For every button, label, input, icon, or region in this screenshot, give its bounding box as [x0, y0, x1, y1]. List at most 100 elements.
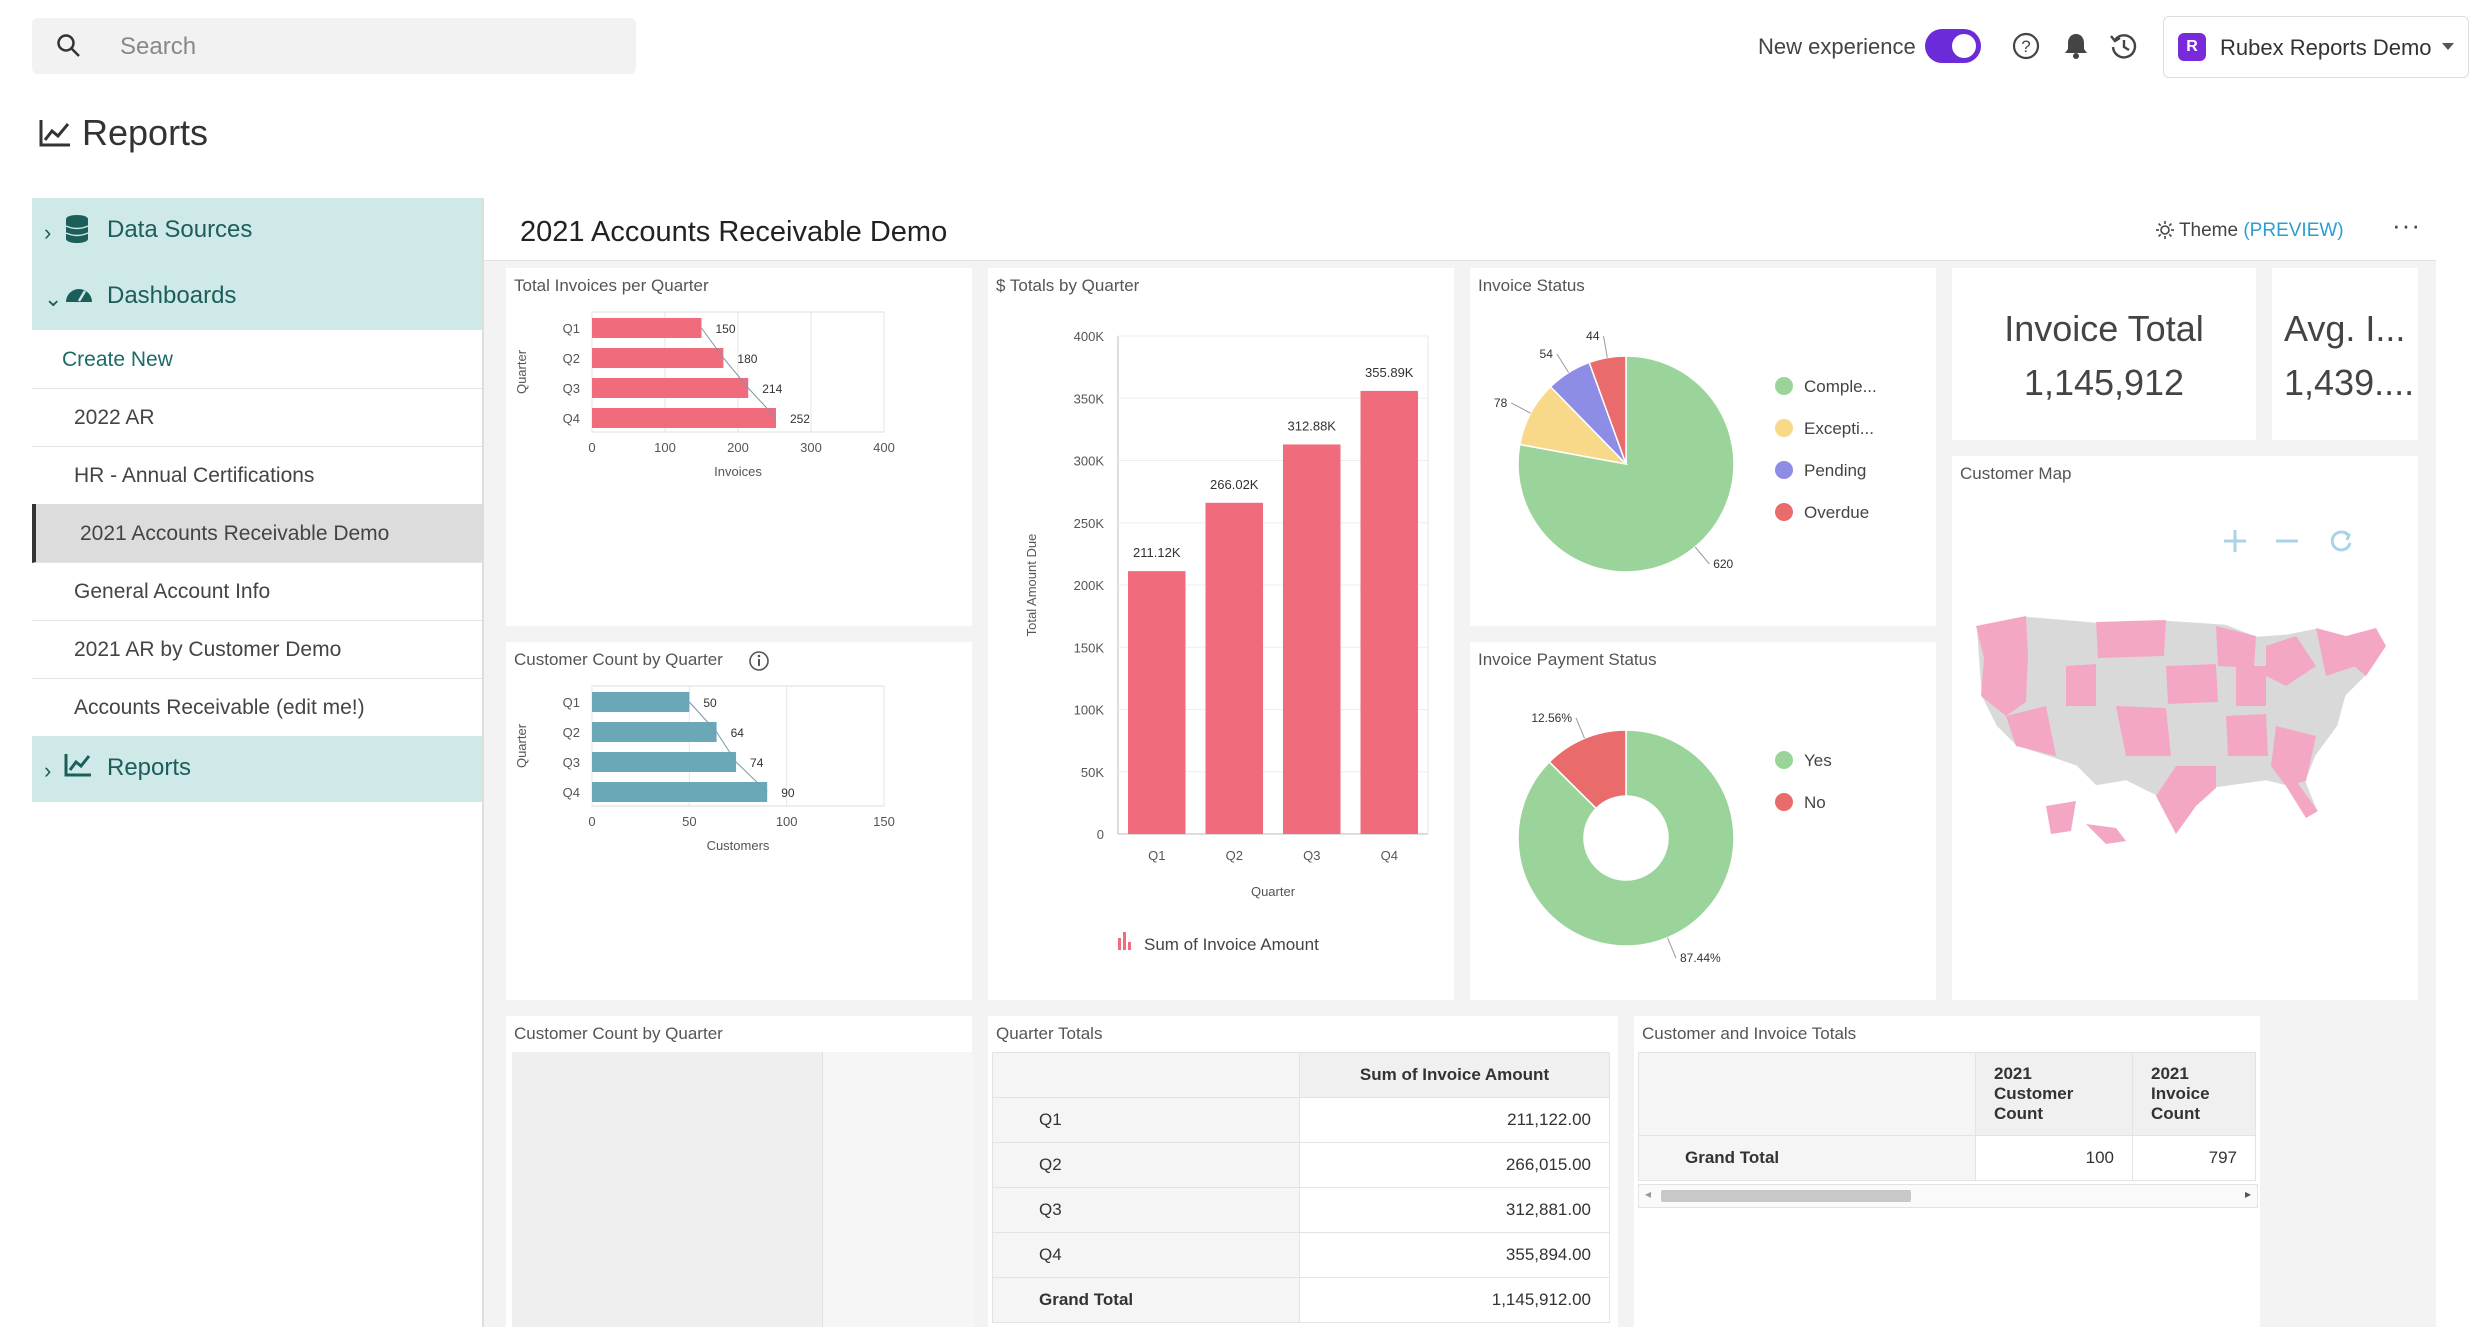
y-tick-label: Q2 [563, 725, 580, 740]
bell-icon[interactable] [2060, 30, 2092, 62]
card-customer-count-2[interactable]: Customer Count by Quarter [506, 1016, 973, 1327]
card-quarter-totals[interactable]: Quarter Totals Sum of Invoice Amount Q1 2… [988, 1016, 1618, 1327]
legend-icon [1775, 751, 1793, 769]
y-tick-label: Q3 [563, 755, 580, 770]
x-axis-label: Invoices [714, 464, 762, 479]
reset-view-icon[interactable] [2326, 526, 2356, 556]
empty-pane-right [822, 1052, 973, 1327]
theme-button[interactable]: Theme (PREVIEW) [2156, 220, 2344, 242]
account-name: Rubex Reports Demo [2220, 35, 2432, 60]
data-label: 54 [1540, 347, 1554, 361]
sidebar-item-create-new[interactable]: Create New [32, 330, 482, 389]
data-label: 266.02K [1210, 477, 1259, 492]
table-header: 2021 Invoice Count [2132, 1052, 2256, 1136]
sidebar-section-reports[interactable]: › Reports [32, 736, 482, 802]
search-input[interactable]: Search [120, 33, 197, 60]
sidebar-item-general-account-info[interactable]: General Account Info [32, 562, 482, 621]
customer-invoice-table: 2021 Customer Count 2021 Invoice Count Gr… [1638, 1052, 2256, 1181]
legend-icon [1775, 503, 1793, 521]
table-header [992, 1052, 1300, 1098]
y-tick-label: 0 [1097, 827, 1104, 842]
scroll-left-icon[interactable]: ◂ [1645, 1187, 1652, 1201]
legend-label: Comple... [1804, 377, 1877, 396]
data-label: 312.88K [1288, 418, 1337, 433]
trend-line [701, 327, 724, 359]
info-icon[interactable] [748, 650, 770, 672]
zoom-out-icon[interactable] [2272, 526, 2302, 556]
data-label: 252 [790, 412, 810, 426]
y-axis-label: Quarter [514, 723, 529, 768]
quarter-totals-table: Sum of Invoice Amount Q1 211,122.00 Q2 266… [992, 1052, 1610, 1323]
scrollbar-thumb[interactable] [1661, 1190, 1911, 1202]
sidebar-item-2021-accounts-receivable-demo[interactable]: 2021 Accounts Receivable Demo [32, 504, 482, 563]
y-tick-label: 100K [1074, 703, 1105, 718]
svg-text:?: ? [2021, 37, 2030, 56]
table-row: Q4 355,894.00 [992, 1232, 1610, 1278]
x-tick-label: Q4 [1381, 848, 1398, 863]
caret-down-icon [2442, 43, 2454, 50]
history-icon[interactable] [2108, 30, 2140, 62]
x-tick-label: Q2 [1226, 848, 1243, 863]
sidebar-section-data-sources[interactable]: › Data Sources [32, 198, 482, 264]
bar [1205, 502, 1263, 834]
pie-slice [1588, 355, 1627, 465]
table-row: Q3 312,881.00 [992, 1187, 1610, 1233]
more-options-icon[interactable]: ··· [2392, 210, 2421, 240]
totals-bar-chart: 0 50K 100K 150K 200K 250K 300K 350K 400K Q1 211.12… [1024, 329, 1429, 954]
card-total-invoices[interactable]: Total Invoices per Quarter 0 100 200 300 400… [506, 268, 972, 626]
card-invoice-payment-status[interactable]: Invoice Payment Status 87.44% 12.56% Yes No [1470, 642, 1936, 1000]
leader-line [1575, 717, 1585, 739]
sidebar-item-accounts-receivable-edit-me[interactable]: Accounts Receivable (edit me!) [32, 678, 482, 737]
legend-icon [1775, 377, 1793, 395]
trend-line [716, 731, 737, 763]
card-title: $ Totals by Quarter [996, 276, 1140, 295]
account-badge: R [2178, 33, 2206, 61]
table-row: Q1 211,122.00 [992, 1097, 1610, 1143]
card-invoice-status[interactable]: Invoice Status 620 78 54 44 Comple... Excepti… [1470, 268, 1936, 626]
sidebar-item-2021-ar-by-customer-demo[interactable]: 2021 AR by Customer Demo [32, 620, 482, 679]
card-avg-invoice[interactable]: Avg. I... 1,439.... [2272, 268, 2418, 440]
card-customer-count[interactable]: Customer Count by Quarter 0 50 100 150 Q1 50 Q… [506, 642, 972, 1000]
customer-count-bar-chart: 0 50 100 150 Q1 50 Q2 64 Q3 74 Q4 90 Customers Quarte… [514, 685, 895, 853]
bar [592, 722, 717, 742]
legend-label: No [1804, 793, 1826, 812]
invoices-bar-chart: 0 100 200 300 400 Q1 150 Q2 180 Q3 214 Q4 252 Invoice… [514, 311, 895, 479]
x-tick-label: 300 [800, 440, 822, 455]
sidebar-item-hr-annual-certifications[interactable]: HR - Annual Certifications [32, 446, 482, 505]
search-box[interactable]: Search [32, 18, 636, 74]
table-row: Q2 266,015.00 [992, 1142, 1610, 1188]
x-tick-label: 100 [776, 814, 798, 829]
card-title: Invoice Status [1478, 276, 1585, 295]
bar [592, 782, 768, 802]
horizontal-scrollbar[interactable]: ◂ ▸ [1638, 1184, 2258, 1208]
card-title: Quarter Totals [996, 1024, 1103, 1043]
kpi-value: 1,145,912 [2023, 362, 2185, 403]
y-tick-label: 400K [1074, 329, 1105, 344]
y-tick-label: Q1 [563, 321, 580, 336]
card-title: Invoice Payment Status [1478, 650, 1657, 669]
dashboard-gauge-icon [66, 289, 92, 302]
zoom-in-icon[interactable] [2220, 526, 2250, 556]
chart-line-icon [64, 754, 91, 777]
sidebar-item-2022-ar[interactable]: 2022 AR [32, 388, 482, 447]
dashboard-title: 2021 Accounts Receivable Demo [520, 216, 948, 248]
y-tick-label: 50K [1081, 765, 1104, 780]
scroll-right-icon[interactable]: ▸ [2244, 1187, 2251, 1201]
card-totals-by-quarter[interactable]: $ Totals by Quarter 0 50K 100K 150K 200K 250K… [988, 268, 1454, 1000]
data-label: 12.56% [1531, 711, 1572, 725]
account-menu[interactable]: R Rubex Reports Demo [2163, 16, 2469, 78]
bar [592, 692, 690, 712]
x-tick-label: 150 [873, 814, 895, 829]
card-invoice-total[interactable]: Invoice Total 1,145,912 [1952, 268, 2256, 440]
help-icon[interactable]: ? [2010, 30, 2042, 62]
card-customer-invoice-totals[interactable]: Customer and Invoice Totals 2021 Custome… [1634, 1016, 2260, 1327]
new-experience-toggle[interactable] [1925, 29, 1981, 63]
card-customer-map[interactable]: Customer Map [1952, 456, 2418, 1000]
table-header: Sum of Invoice Amount [1299, 1052, 1610, 1098]
legend-icon [1123, 932, 1126, 950]
sidebar-section-dashboards[interactable]: ⌄ Dashboards [32, 264, 482, 330]
legend-icon [1128, 942, 1131, 950]
kpi-title: Avg. I... [2284, 308, 2406, 349]
x-axis-label: Quarter [1251, 884, 1296, 899]
trend-line [747, 387, 777, 419]
